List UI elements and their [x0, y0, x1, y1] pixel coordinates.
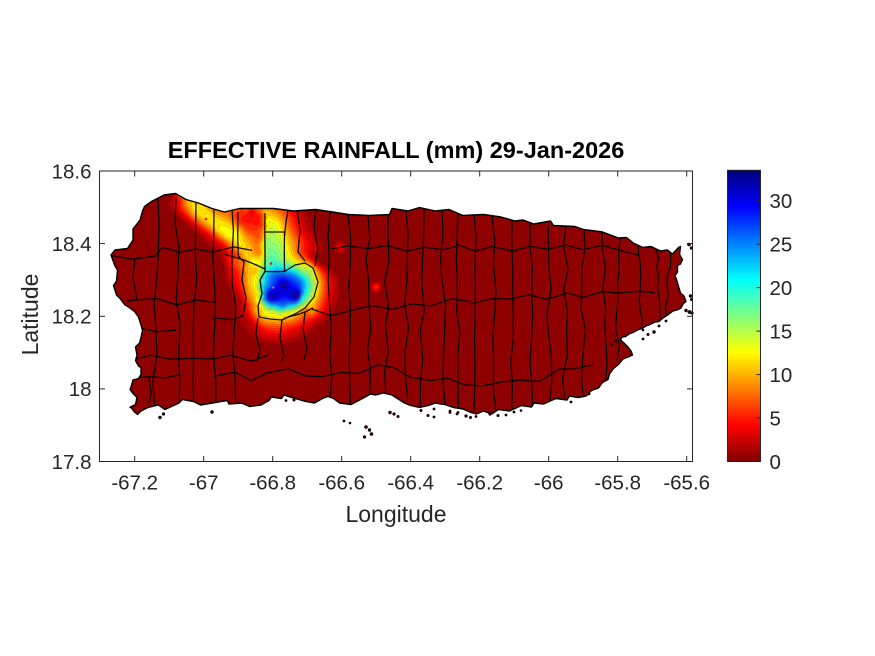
- svg-text:-66: -66: [534, 472, 564, 495]
- svg-text:18.4: 18.4: [52, 233, 92, 256]
- svg-text:-65.8: -65.8: [594, 472, 641, 495]
- svg-text:18.2: 18.2: [52, 306, 92, 329]
- svg-text:-66.4: -66.4: [387, 472, 434, 495]
- svg-text:18.6: 18.6: [52, 160, 92, 183]
- svg-text:18: 18: [69, 378, 92, 401]
- svg-text:Latitude: Latitude: [17, 274, 43, 356]
- svg-text:-67.2: -67.2: [111, 472, 158, 495]
- svg-text:30: 30: [770, 190, 793, 213]
- svg-text:-65.6: -65.6: [663, 472, 710, 495]
- svg-text:5: 5: [770, 407, 781, 430]
- svg-text:-66.8: -66.8: [249, 472, 296, 495]
- svg-text:-66.2: -66.2: [456, 472, 503, 495]
- svg-text:25: 25: [770, 234, 793, 257]
- svg-text:EFFECTIVE RAINFALL (mm) 29-Jan: EFFECTIVE RAINFALL (mm) 29-Jan-2026: [168, 137, 625, 163]
- svg-text:Longitude: Longitude: [345, 501, 446, 527]
- svg-text:15: 15: [770, 320, 793, 343]
- svg-text:0: 0: [770, 451, 781, 474]
- svg-text:10: 10: [770, 364, 793, 387]
- svg-text:-67: -67: [189, 472, 219, 495]
- svg-text:17.8: 17.8: [52, 451, 92, 474]
- svg-text:20: 20: [770, 277, 793, 300]
- svg-text:-66.6: -66.6: [318, 472, 365, 495]
